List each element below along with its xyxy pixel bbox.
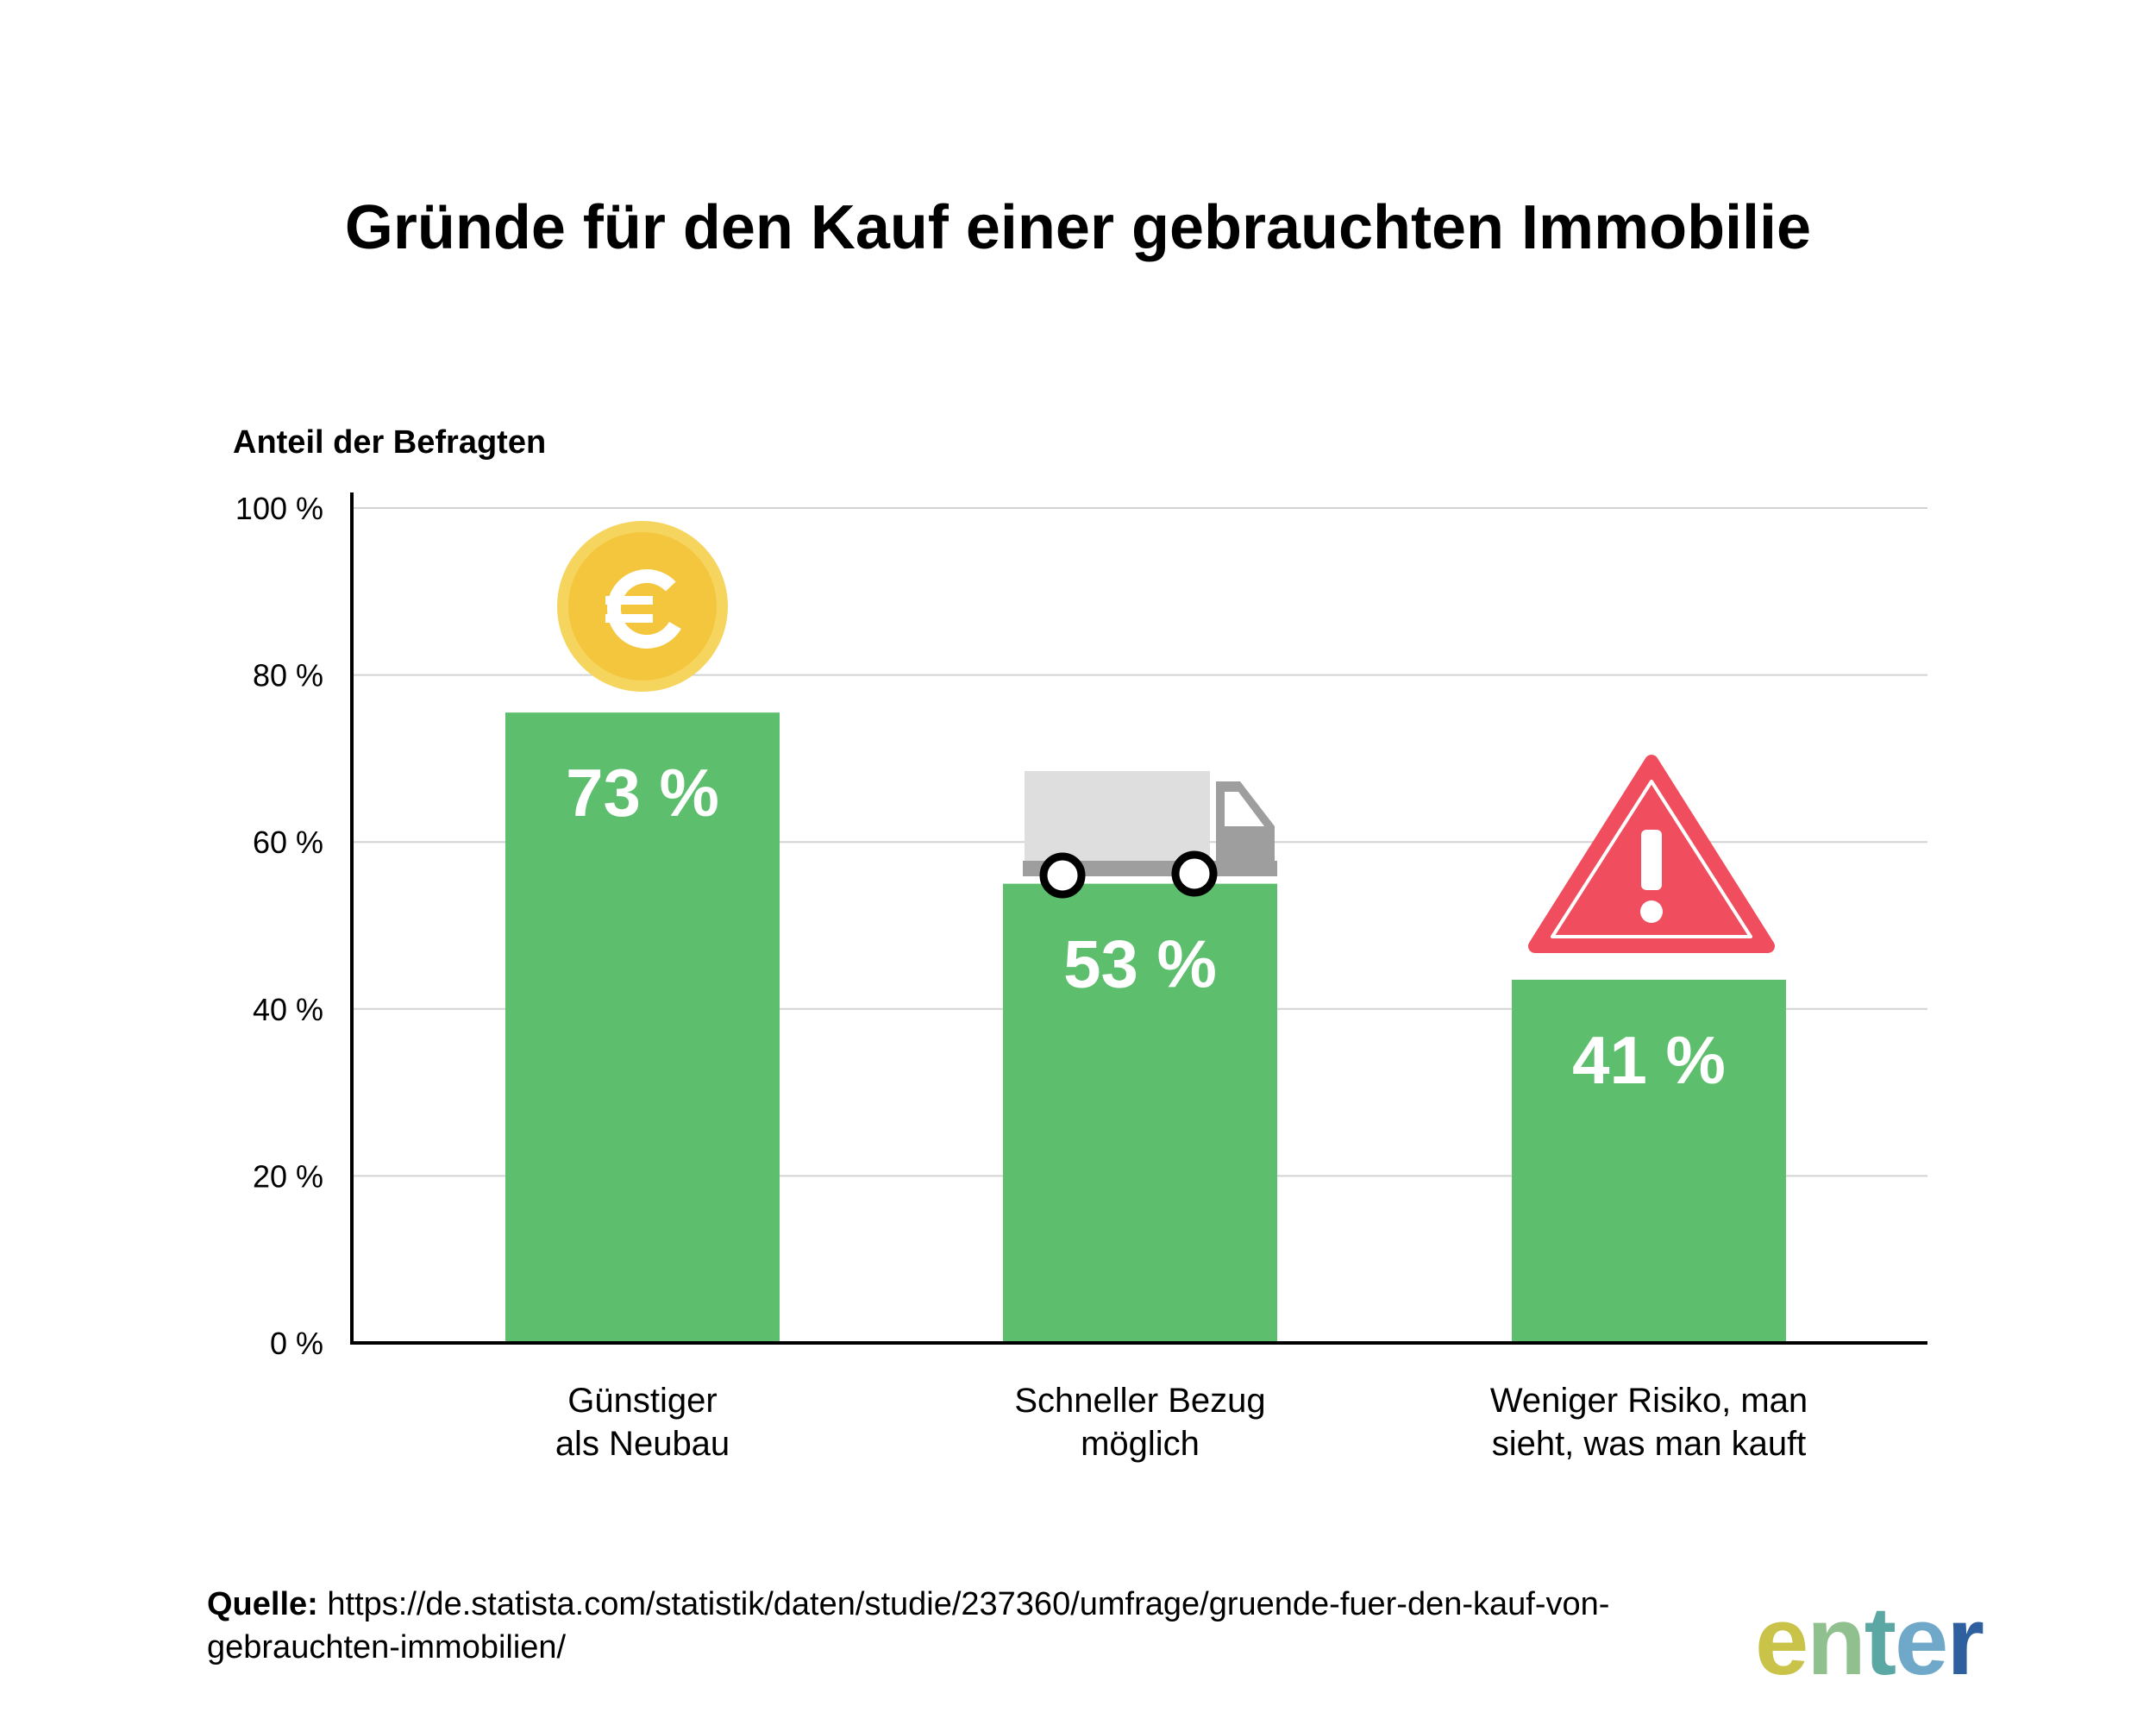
y-tick-label: 40 %: [253, 992, 323, 1027]
y-tick-label: 20 %: [253, 1158, 323, 1194]
bar: [1003, 883, 1277, 1343]
bars: [505, 712, 1786, 1343]
y-tick-label: 60 %: [253, 825, 323, 860]
category-label: sieht, was man kauft: [1492, 1425, 1807, 1463]
category-label: als Neubau: [555, 1425, 730, 1463]
bar-icons: [557, 521, 1775, 953]
chart-title: Gründe für den Kauf einer gebrauchten Im…: [345, 193, 1811, 262]
bar: [505, 712, 780, 1343]
enter-logo: enter: [1755, 1585, 1984, 1697]
warning-exclamation-dot: [1640, 900, 1663, 923]
logo-letter: r: [1946, 1587, 1984, 1695]
y-tick-label: 100 %: [235, 491, 323, 526]
logo-letter: e: [1895, 1587, 1948, 1695]
logo-letter: e: [1755, 1587, 1808, 1695]
euro-coin-icon: [557, 521, 728, 692]
y-tick-label: 0 %: [270, 1326, 323, 1361]
bar: [1512, 979, 1786, 1343]
category-label: Schneller Bezug: [1014, 1382, 1265, 1420]
value-label: 73 %: [566, 755, 719, 831]
axes: [350, 492, 1927, 1345]
category-label: Günstiger: [567, 1382, 717, 1420]
truck-cargo: [1025, 771, 1210, 862]
warning-exclamation-bar: [1641, 830, 1662, 890]
y-axis-ticks: 0 % 20 % 40 % 60 % 80 % 100 %: [235, 491, 323, 1361]
coin-inner: [568, 532, 717, 681]
y-axis-label: Anteil der Befragten: [233, 424, 546, 461]
euro-bar-top: [605, 596, 653, 605]
logo-letter: n: [1807, 1587, 1865, 1695]
warning-icon: [1528, 755, 1775, 953]
category-label: Weniger Risiko, man: [1490, 1382, 1808, 1420]
truck-window: [1225, 792, 1264, 826]
euro-arc: [607, 569, 686, 649]
source-label: Quelle:: [207, 1586, 318, 1622]
truck-wheel: [1171, 850, 1218, 897]
category-labels: Günstiger als Neubau Schneller Bezug möglic…: [555, 1382, 1808, 1463]
category-label: möglich: [1081, 1425, 1200, 1463]
value-label: 53 %: [1063, 926, 1217, 1002]
logo-letter: t: [1864, 1587, 1896, 1695]
truck-wheel: [1039, 852, 1086, 899]
source-note: Quelle: https://de.statista.com/statisti…: [207, 1583, 1673, 1669]
warning-inner-outline: [1551, 780, 1752, 938]
euro-bar-bottom: [605, 614, 653, 623]
value-labels: 73 % 53 % 41 %: [566, 755, 1726, 1098]
truck-icon: [1023, 771, 1277, 899]
source-url: https://de.statista.com/statistik/daten/…: [207, 1586, 1610, 1665]
y-tick-label: 80 %: [253, 658, 323, 693]
value-label: 41 %: [1572, 1022, 1726, 1098]
